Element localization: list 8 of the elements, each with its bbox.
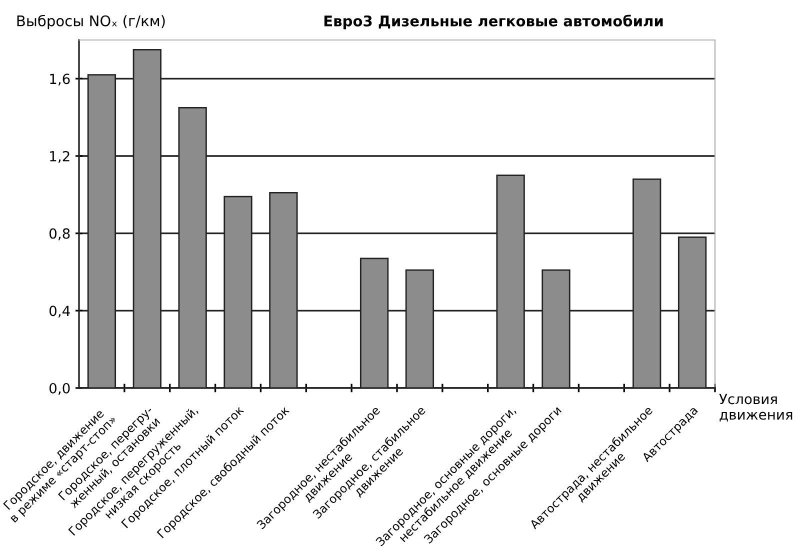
- y-tick-label: 1,2: [50, 150, 70, 163]
- x-axis-title: Условия движения: [719, 394, 792, 422]
- y-axis-title: Выбросы NOₓ (г/км): [17, 14, 165, 30]
- y-tick-label: 0,4: [49, 306, 70, 318]
- chart-title: Евро3 Дизельные легковые автомобили: [324, 14, 663, 30]
- y-tick-label: 1,6: [50, 74, 70, 86]
- y-tick-label: 0,8: [49, 228, 70, 240]
- y-tick-label: 0,0: [49, 382, 70, 395]
